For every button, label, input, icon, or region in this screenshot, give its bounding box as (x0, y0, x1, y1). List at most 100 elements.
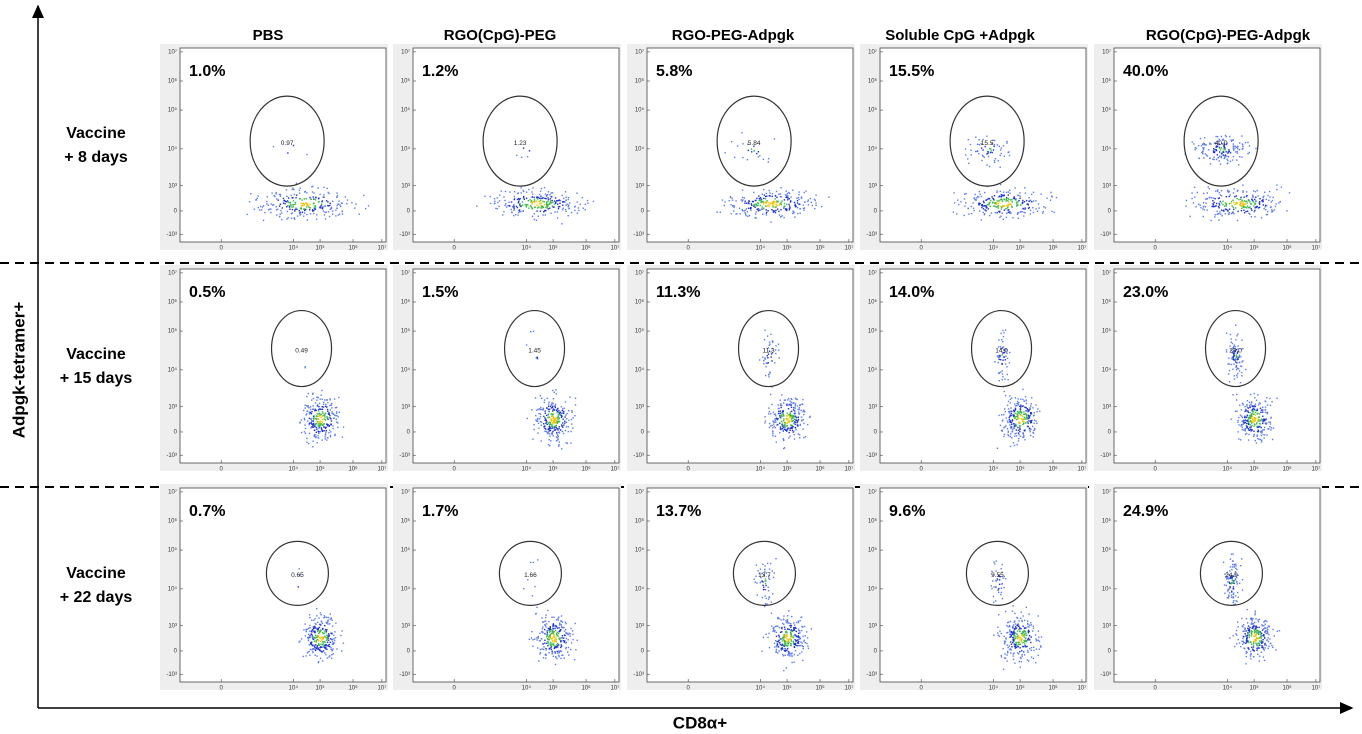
event-dot (1267, 633, 1268, 634)
event-dot (556, 646, 557, 647)
event-dot (1012, 627, 1013, 628)
event-dot (1262, 201, 1263, 202)
event-dot (1201, 145, 1202, 146)
event-dot (311, 642, 312, 643)
event-dot (1243, 210, 1244, 211)
event-dot (548, 199, 549, 200)
event-dot (331, 639, 332, 640)
event-dot (327, 409, 328, 410)
event-dot (766, 362, 767, 363)
gate-percent: 23.0% (1123, 284, 1168, 301)
event-dot (549, 194, 550, 195)
event-dot (801, 630, 802, 631)
event-dot (780, 403, 781, 404)
event-dot (1219, 151, 1220, 152)
event-dot (1247, 407, 1248, 408)
event-dot (332, 413, 333, 414)
event-dot (1193, 202, 1194, 203)
event-dot (1004, 379, 1005, 380)
event-dot (799, 405, 800, 406)
event-dot (784, 643, 785, 644)
event-dot (756, 582, 757, 583)
event-dot (318, 423, 319, 424)
event-dot (1268, 634, 1269, 635)
event-dot (324, 416, 325, 417)
event-dot (1247, 415, 1248, 416)
event-dot (565, 629, 566, 630)
event-dot (1011, 199, 1012, 200)
event-dot (1050, 200, 1051, 201)
event-dot (540, 191, 541, 192)
event-dot (777, 617, 778, 618)
event-dot (1004, 195, 1005, 196)
event-dot (811, 202, 812, 203)
event-dot (534, 207, 535, 208)
event-dot (543, 423, 544, 424)
event-dot (306, 442, 307, 443)
event-dot (309, 412, 310, 413)
event-dot (769, 192, 770, 193)
event-dot (1276, 184, 1277, 185)
event-dot (794, 438, 795, 439)
event-dot (1247, 211, 1248, 212)
event-dot (791, 399, 792, 400)
event-dot (997, 448, 998, 449)
event-dot (281, 212, 282, 213)
event-dot (788, 643, 789, 644)
event-dot (1243, 642, 1244, 643)
event-dot (316, 410, 317, 411)
event-dot (302, 203, 303, 204)
event-dot (1030, 213, 1031, 214)
event-dot (497, 208, 498, 209)
event-dot (1263, 625, 1264, 626)
event-dot (732, 206, 733, 207)
event-dot (1259, 198, 1260, 199)
event-dot (998, 205, 999, 206)
event-dot (1255, 191, 1256, 192)
event-dot (988, 151, 989, 152)
event-dot (322, 419, 323, 420)
y-tick-label: 10⁵ (868, 547, 878, 554)
event-dot (1203, 202, 1204, 203)
event-dot (321, 203, 322, 204)
gate-percent: 11.3% (656, 284, 700, 301)
event-dot (1220, 214, 1221, 215)
event-dot (1203, 206, 1204, 207)
event-dot (788, 408, 789, 409)
event-dot (805, 190, 806, 191)
event-dot (994, 162, 995, 163)
event-dot (1256, 644, 1257, 645)
event-dot (793, 407, 794, 408)
event-dot (1231, 201, 1232, 202)
event-dot (786, 430, 787, 431)
event-dot (536, 607, 537, 608)
y-tick-label: -10³ (633, 453, 644, 459)
event-dot (1029, 407, 1030, 408)
event-dot (572, 639, 573, 640)
event-dot (1231, 358, 1232, 359)
event-dot (317, 639, 318, 640)
event-dot (276, 206, 277, 207)
event-dot (1023, 212, 1024, 213)
event-dot (978, 139, 979, 140)
event-dot (538, 636, 539, 637)
event-dot (804, 192, 805, 193)
event-dot (1236, 362, 1237, 363)
event-dot (768, 202, 769, 203)
event-dot (997, 144, 998, 145)
event-dot (1251, 632, 1252, 633)
event-dot (754, 207, 755, 208)
event-dot (1249, 631, 1250, 632)
event-dot (539, 201, 540, 202)
event-dot (319, 413, 320, 414)
event-dot (1251, 413, 1252, 414)
event-dot (1033, 658, 1034, 659)
event-dot (777, 644, 778, 645)
y-tick-label: 10⁴ (168, 366, 178, 373)
event-dot (993, 562, 994, 563)
event-dot (1240, 202, 1241, 203)
event-dot (787, 399, 788, 400)
event-dot (558, 410, 559, 411)
event-dot (317, 435, 318, 436)
event-dot (763, 159, 764, 160)
